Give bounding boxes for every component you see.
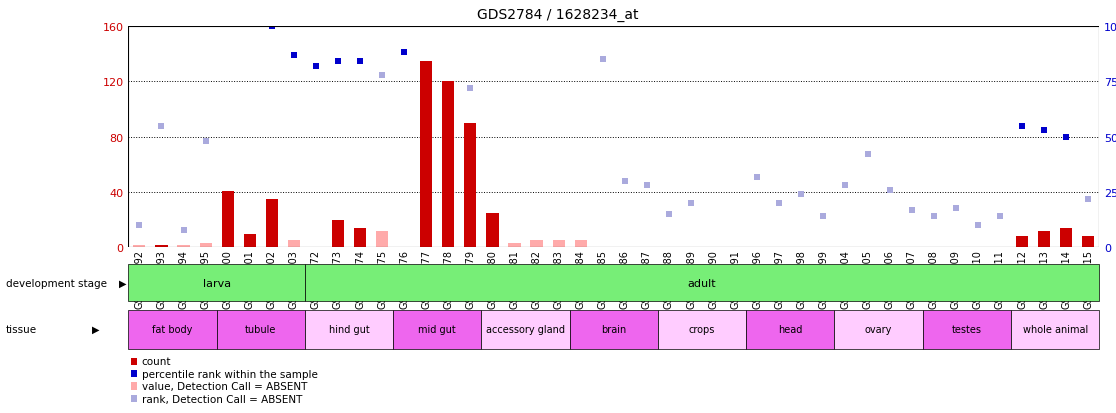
- Text: brain: brain: [602, 324, 626, 335]
- Bar: [128, 264, 305, 301]
- Bar: [305, 264, 1099, 301]
- Text: GDS2784 / 1628234_at: GDS2784 / 1628234_at: [478, 8, 638, 22]
- Text: mid gut: mid gut: [418, 324, 456, 335]
- Text: testes: testes: [952, 324, 982, 335]
- Bar: [1016, 237, 1028, 248]
- Bar: [1060, 228, 1072, 248]
- Bar: [243, 234, 256, 248]
- Bar: [177, 245, 190, 248]
- Text: larva: larva: [202, 278, 231, 288]
- Bar: [420, 62, 432, 248]
- Text: ▶: ▶: [92, 324, 99, 335]
- Text: percentile rank within the sample: percentile rank within the sample: [142, 369, 318, 379]
- Bar: [464, 123, 477, 248]
- Bar: [222, 191, 233, 248]
- Text: head: head: [778, 324, 802, 335]
- Text: accessory gland: accessory gland: [487, 324, 565, 335]
- Text: tubule: tubule: [246, 324, 277, 335]
- Bar: [393, 310, 481, 349]
- Bar: [305, 310, 393, 349]
- Bar: [575, 241, 587, 248]
- Text: fat body: fat body: [152, 324, 193, 335]
- Text: crops: crops: [689, 324, 715, 335]
- Bar: [155, 245, 167, 248]
- Bar: [569, 310, 658, 349]
- Bar: [1038, 231, 1050, 248]
- Bar: [288, 241, 300, 248]
- Text: count: count: [142, 356, 171, 366]
- Bar: [1011, 310, 1099, 349]
- Bar: [481, 310, 569, 349]
- Text: value, Detection Call = ABSENT: value, Detection Call = ABSENT: [142, 381, 307, 391]
- Bar: [217, 310, 305, 349]
- Bar: [354, 228, 366, 248]
- Text: adult: adult: [687, 278, 716, 288]
- Text: rank, Detection Call = ABSENT: rank, Detection Call = ABSENT: [142, 394, 302, 404]
- Bar: [658, 310, 747, 349]
- Text: whole animal: whole animal: [1022, 324, 1088, 335]
- Bar: [200, 244, 212, 248]
- Text: development stage: development stage: [6, 278, 107, 288]
- Text: ovary: ovary: [865, 324, 893, 335]
- Text: tissue: tissue: [6, 324, 37, 335]
- Bar: [376, 231, 388, 248]
- Bar: [487, 213, 499, 248]
- Bar: [923, 310, 1011, 349]
- Bar: [509, 244, 520, 248]
- Bar: [133, 245, 145, 248]
- Bar: [331, 220, 344, 248]
- Bar: [128, 310, 217, 349]
- Text: hind gut: hind gut: [328, 324, 369, 335]
- Bar: [835, 310, 923, 349]
- Bar: [552, 241, 565, 248]
- Bar: [1083, 237, 1095, 248]
- Text: ▶: ▶: [119, 278, 127, 288]
- Bar: [747, 310, 835, 349]
- Bar: [266, 199, 278, 248]
- Bar: [530, 241, 542, 248]
- Bar: [442, 82, 454, 248]
